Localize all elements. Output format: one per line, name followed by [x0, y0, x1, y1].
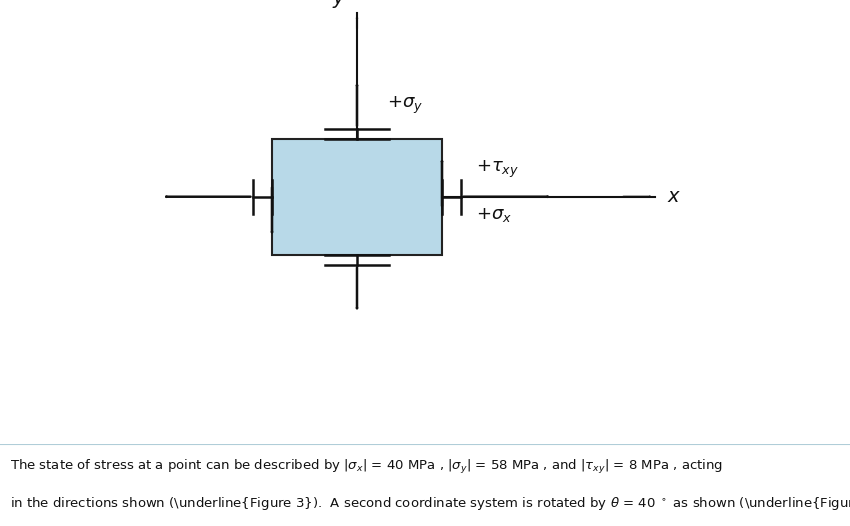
- Text: y: y: [332, 0, 344, 8]
- Text: x: x: [667, 187, 679, 206]
- Text: in the directions shown (\underline{Figure 3}).  A second coordinate system is r: in the directions shown (\underline{Figu…: [10, 494, 850, 512]
- Text: $+\tau_{xy}$: $+\tau_{xy}$: [476, 159, 519, 180]
- Bar: [272, 138, 442, 255]
- Text: $+\sigma_x$: $+\sigma_x$: [476, 206, 512, 224]
- Text: The state of stress at a point can be described by $|\sigma_x|$ = 40 MPa , $|\si: The state of stress at a point can be de…: [10, 458, 723, 477]
- Text: $+\sigma_y$: $+\sigma_y$: [387, 95, 422, 116]
